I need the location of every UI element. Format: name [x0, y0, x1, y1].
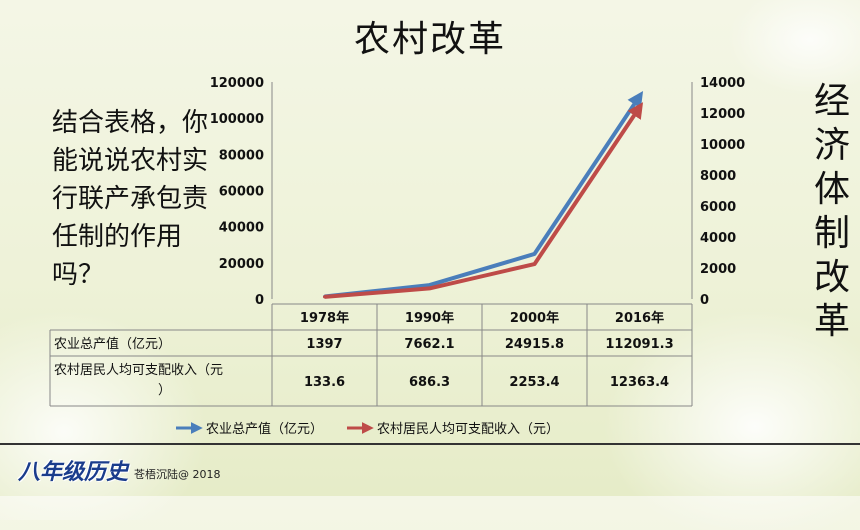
- table-cell: 112091.3: [605, 337, 673, 352]
- table-row-label: 农村居民人均可支配收入（元: [54, 363, 223, 378]
- data-point-1: [428, 283, 431, 287]
- table-cell: 24915.8: [505, 337, 564, 352]
- lily-decoration-left: [0, 300, 220, 520]
- table-cell: 133.6: [304, 375, 345, 390]
- footer-copyright: 苍梧沉陆@ 2018: [134, 468, 221, 481]
- series-line-1: [324, 90, 644, 299]
- y-right-tick-label: 8000: [700, 169, 736, 184]
- question-text: 结合表格，你能说说农村实行联产承包责任制的作用吗？: [52, 108, 209, 290]
- footer-logo: 八年级历史: [18, 460, 129, 485]
- table-cell: 1397: [306, 337, 342, 352]
- y-left-tick-label: 80000: [219, 148, 264, 163]
- data-point-2: [533, 262, 536, 266]
- footer-divider: [0, 443, 860, 445]
- data-point-1: [638, 94, 641, 98]
- series-line-2: [324, 102, 644, 299]
- lily-decoration-top: [720, 0, 860, 100]
- legend-label: 农业总产值（亿元）: [206, 421, 323, 437]
- chart: 0 20000 40000 60000 80000 100000 120000 0 2000 40…: [49, 76, 745, 437]
- table-cell: 12363.4: [610, 375, 669, 390]
- vertical-heading: 经济体制改革: [813, 81, 850, 342]
- y-left-tick-label: 20000: [219, 257, 264, 272]
- x-tick-label: 2000年: [510, 310, 559, 326]
- data-point-1: [533, 252, 536, 256]
- y-left-tick-label: 40000: [219, 221, 264, 236]
- data-point-2: [428, 286, 431, 290]
- y-right-tick-label: 12000: [700, 107, 745, 122]
- y-right-tick-label: 0: [700, 293, 709, 308]
- x-tick-label: 2016年: [615, 310, 664, 326]
- y-right-tick-label: 2000: [700, 262, 736, 277]
- y-left-tick-label: 0: [255, 293, 264, 308]
- y-right-tick-label: 6000: [700, 200, 736, 215]
- y-right-tick-label: 4000: [700, 231, 736, 246]
- table-cell: 2253.4: [509, 375, 559, 390]
- table-row-label: ）: [158, 383, 171, 398]
- y-left-tick-label: 60000: [219, 185, 264, 200]
- lily-decoration-right: [590, 300, 860, 530]
- data-point-2: [323, 295, 326, 299]
- legend-label: 农村居民人均可支配收入（元）: [377, 422, 559, 437]
- y-right-tick-label: 14000: [700, 76, 745, 91]
- table-cell: 7662.1: [404, 337, 454, 352]
- y-left-tick-label: 100000: [210, 112, 264, 127]
- y-left-tick-label: 120000: [210, 76, 264, 91]
- slide-title: 农村改革: [353, 19, 506, 60]
- table-row-label: 农业总产值（亿元）: [54, 336, 171, 352]
- table-cell: 686.3: [409, 375, 450, 390]
- y-right-tick-label: 10000: [700, 138, 745, 153]
- data-point-2: [638, 105, 641, 109]
- x-tick-label: 1990年: [405, 310, 454, 326]
- x-tick-label: 1978年: [300, 310, 349, 326]
